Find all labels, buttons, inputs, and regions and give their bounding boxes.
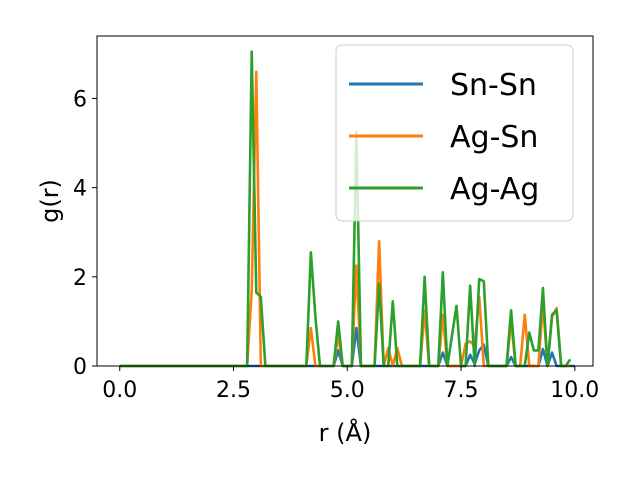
x-tick-label: 2.5 [216, 378, 251, 403]
x-tick-label: 5.0 [330, 378, 365, 403]
y-tick-label: 6 [73, 87, 87, 112]
y-tick-label: 0 [73, 355, 87, 380]
legend: Sn-Sn Ag-Sn Ag-Ag [335, 44, 574, 222]
legend-label: Ag-Ag [450, 172, 539, 207]
x-tick-label: 7.5 [444, 378, 479, 403]
x-axis-label: r (Å) [319, 418, 372, 447]
legend-label: Ag-Sn [450, 120, 538, 155]
legend-box [335, 44, 574, 222]
x-tick-label: 0.0 [102, 378, 137, 403]
plot-frame [96, 35, 594, 367]
x-axis: 0.0 2.5 5.0 7.5 10.0 [102, 366, 599, 403]
y-axis-label: g(r) [36, 179, 64, 223]
y-tick-label: 4 [73, 177, 87, 202]
legend-label: Sn-Sn [450, 68, 537, 103]
x-tick-label: 10.0 [550, 378, 599, 403]
y-tick-label: 2 [73, 266, 87, 291]
y-axis: 0 2 4 6 [73, 87, 97, 380]
